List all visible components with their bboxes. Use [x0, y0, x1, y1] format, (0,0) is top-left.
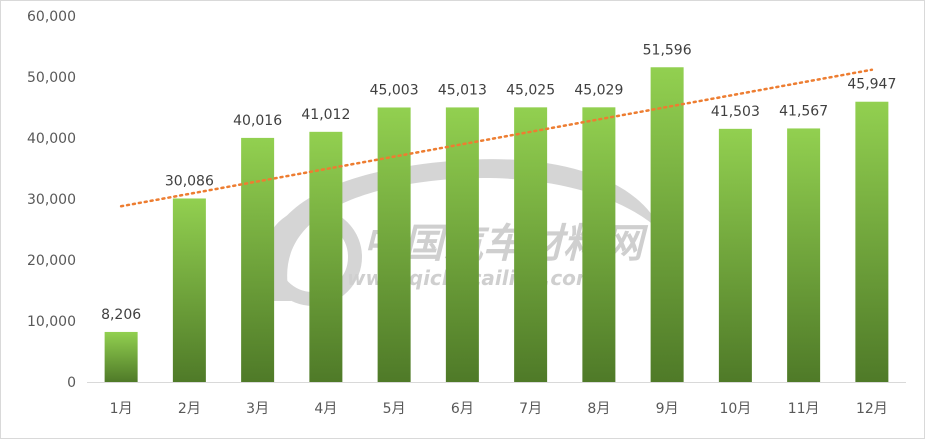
x-tick-label: 2月 [178, 401, 201, 417]
data-label: 45,003 [370, 82, 419, 98]
bar [241, 137, 275, 382]
x-tick-label: 1月 [110, 401, 133, 417]
bar [309, 131, 343, 382]
y-axis: 0 10,000 20,000 30,000 40,000 50,000 60,000 [27, 9, 76, 391]
bar [172, 198, 206, 382]
bar [650, 67, 684, 382]
bar [514, 107, 548, 382]
bar [855, 101, 889, 382]
bar-series [87, 67, 906, 383]
data-label: 51,596 [643, 42, 692, 58]
x-tick-label: 5月 [383, 401, 406, 417]
x-tick-label: 7月 [519, 401, 542, 417]
x-tick-label: 12月 [856, 401, 888, 417]
y-tick-label: 40,000 [27, 131, 76, 147]
data-label: 45,025 [506, 82, 555, 98]
bar [445, 107, 479, 382]
y-tick-label: 50,000 [27, 70, 76, 86]
bar [104, 331, 138, 382]
y-tick-label: 20,000 [27, 253, 76, 269]
x-tick-label: 8月 [587, 401, 610, 417]
trendline-group [119, 68, 874, 208]
trendline [119, 68, 874, 208]
data-label: 8,206 [101, 307, 141, 323]
x-tick-label: 4月 [314, 401, 337, 417]
y-tick-label: 10,000 [27, 314, 76, 330]
data-label: 45,029 [574, 82, 623, 98]
data-label: 41,012 [301, 107, 350, 123]
data-label: 45,013 [438, 82, 487, 98]
data-label: 45,947 [847, 77, 896, 93]
x-tick-label: 9月 [656, 401, 679, 417]
y-tick-label: 60,000 [27, 9, 76, 25]
bar [718, 128, 752, 382]
data-label: 41,567 [779, 103, 828, 119]
data-label: 30,086 [165, 173, 214, 189]
x-tick-label: 6月 [451, 401, 474, 417]
x-tick-label: 10月 [719, 401, 751, 417]
x-axis: 1月 2月 3月 4月 5月 6月 7月 8月 9月 10月 11月 12月 [110, 401, 888, 417]
bar [787, 128, 821, 382]
data-labels: 8,206 30,086 40,016 41,012 45,003 45,013 45,02… [101, 42, 896, 323]
x-tick-label: 3月 [246, 401, 269, 417]
x-tick-label: 11月 [788, 401, 820, 417]
watermark-swoosh [265, 159, 661, 301]
data-label: 40,016 [233, 113, 282, 129]
data-label: 41,503 [711, 104, 760, 120]
y-tick-label: 30,000 [27, 192, 76, 208]
y-tick-label: 0 [67, 375, 76, 391]
bar [377, 107, 411, 383]
bar [582, 107, 616, 383]
